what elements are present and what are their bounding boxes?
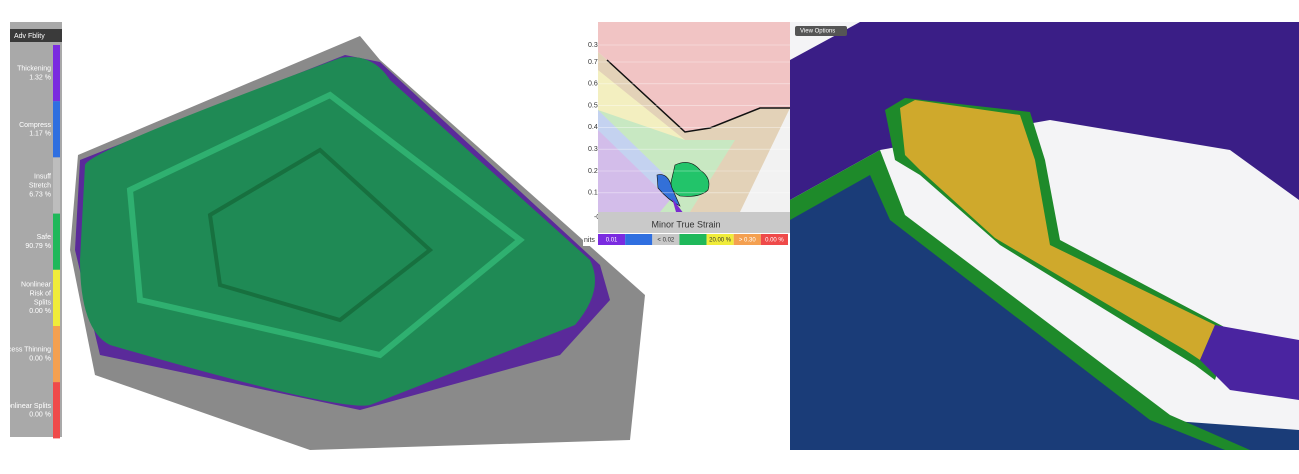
button-bg[interactable] [795, 26, 847, 36]
hood-feature [126, 91, 525, 359]
y-tick-label: 0.7 [588, 59, 598, 66]
bar-cell [706, 234, 734, 245]
y-tick-label: 0.3 [588, 146, 598, 153]
legend-swatch [53, 213, 60, 270]
die-surface [790, 22, 1299, 200]
legend-label: Nonlinear Risk of Splits [21, 281, 52, 306]
legend-label: Thickening [17, 65, 51, 72]
punch-arm [900, 100, 1215, 360]
legend-swatch [53, 382, 60, 439]
legend-label: Safe [37, 234, 52, 241]
y-tick-label: 0.1 [588, 190, 598, 197]
zone-risk [598, 52, 790, 212]
legend-swatch [53, 157, 60, 214]
bar-cell-label: 20.00 % [709, 238, 732, 244]
legend-label: Excess Thinning [0, 346, 51, 353]
legend-value: 0.00 % [29, 412, 51, 419]
legend-value: 6.73 % [29, 191, 51, 198]
legend-label: Nonlinear Splits [2, 403, 52, 410]
bar-cell [625, 234, 653, 245]
legend-value: 1.17 % [29, 131, 51, 138]
bar-cell-label: < 0.02 [657, 238, 675, 244]
bar-cell [679, 234, 707, 245]
strain-points [672, 198, 684, 214]
bar-cell [733, 234, 761, 245]
forming-limit-curve [606, 59, 790, 133]
legend-value: 90.79 % [25, 243, 51, 250]
legend-swatch [53, 45, 60, 102]
bar-cell [652, 234, 680, 245]
legend-swatch [53, 326, 60, 383]
legend-panel: Adv Fblity Thickening 1.32 % Compress 1.17 … [0, 22, 62, 439]
legend-value: 1.32 % [29, 74, 51, 81]
y-tick-label: 0.6 [588, 81, 598, 88]
legend-swatch [53, 269, 60, 326]
view-options-button[interactable]: View Options [795, 26, 847, 36]
legend-label: Compress [19, 122, 51, 129]
y-tick-label: 0.5 [588, 102, 598, 109]
legend-swatch [53, 101, 60, 158]
legend-value: 0.00 % [29, 355, 51, 362]
fld-panel: 0.30.70.60.50.40.30.20.1-0.4-0.3-0.2-0.1… [583, 22, 790, 246]
zone-splits [598, 22, 790, 132]
x-axis-label: Minor True Strain [651, 219, 720, 229]
end-cap [1200, 325, 1299, 400]
bar-cell [598, 234, 626, 245]
legend-header [10, 29, 62, 42]
y-tick-label: 0.4 [588, 124, 598, 131]
y-tick-label: 0.3 [588, 42, 598, 49]
button-label[interactable]: View Options [800, 29, 835, 35]
bar-cell-label: > 0.30 [739, 238, 757, 244]
flange-band [790, 150, 1250, 450]
bar-unit: nits [584, 237, 595, 244]
hood-feature [207, 147, 434, 323]
legend-title: Adv Fblity [14, 33, 45, 40]
bar-cell [760, 234, 788, 245]
legend-value: 0.00 % [29, 308, 51, 315]
bar-cell-label: 0.01 [606, 238, 618, 244]
x-axis-band [598, 212, 790, 233]
legend-label: Insuff Stretch [29, 173, 51, 189]
y-tick-label: 0.2 [588, 168, 598, 175]
bar-cell-label: 0.00 % [765, 238, 784, 244]
